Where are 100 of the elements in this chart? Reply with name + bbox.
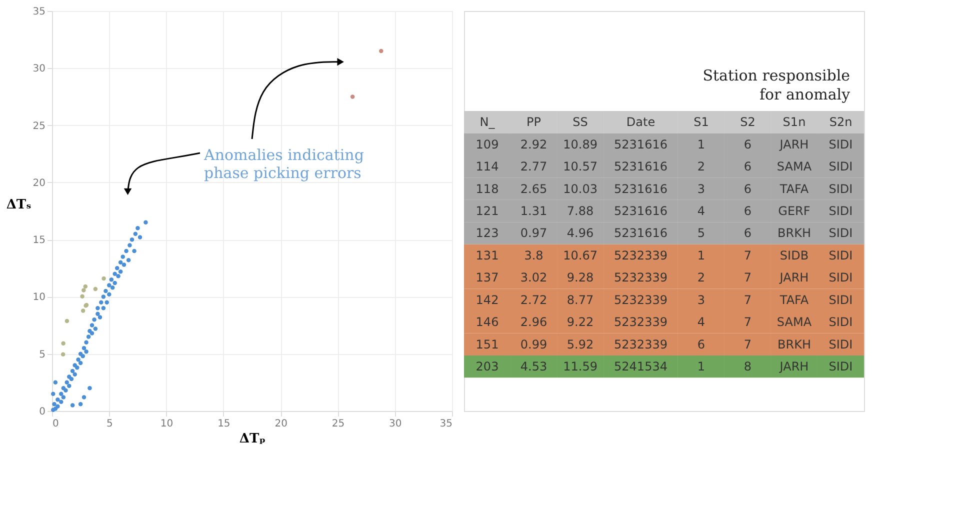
text: 6 [744, 182, 752, 196]
text: SIDI [828, 226, 853, 240]
text: 9.28 [566, 270, 594, 285]
text: 2 [697, 160, 706, 174]
text: 121 [476, 204, 499, 218]
text: 5232339 [614, 292, 668, 307]
y-tick-label: 0 [39, 406, 46, 418]
text: TAFA [780, 292, 809, 307]
text: 0.99 [520, 337, 548, 352]
text: 151 [476, 337, 499, 352]
text: JARH [780, 137, 809, 152]
text: SAMA [776, 315, 812, 330]
y-axis-title: ΔTₛ [6, 198, 32, 212]
x-tick-label: 25 [332, 418, 345, 430]
text: 3 [697, 292, 706, 307]
text: BRKH [778, 337, 811, 352]
text: S2n [829, 115, 852, 130]
point [93, 286, 98, 292]
text: 142 [476, 292, 499, 307]
text: 5232339 [614, 270, 668, 285]
text: SIDI [828, 248, 853, 262]
text: N_ [480, 115, 495, 130]
text: PP [526, 115, 542, 130]
text: 3.02 [520, 270, 548, 285]
text: SS [572, 115, 588, 130]
text: Station responsible for anomaly [702, 66, 851, 104]
text: S1 [694, 115, 709, 130]
text: 2.77 [520, 160, 548, 174]
text: 2.92 [520, 137, 548, 152]
text: 1 [697, 360, 706, 374]
text: 6 [697, 337, 706, 352]
y-tick-label: 20 [32, 178, 46, 189]
x-tick-label: 15 [218, 418, 230, 430]
text: SIDB [780, 248, 809, 262]
text: SIDI [828, 137, 853, 152]
text: 5231616 [614, 137, 668, 152]
text: 5.92 [566, 337, 594, 352]
point [102, 276, 106, 281]
text: 2.65 [520, 182, 548, 196]
text: 8.77 [566, 292, 594, 307]
text: 5232339 [614, 248, 668, 262]
text: 203 [476, 360, 499, 374]
text: 4.53 [520, 360, 548, 374]
text: 5232339 [614, 315, 668, 330]
text: 4 [697, 204, 706, 218]
point [60, 352, 66, 356]
text: 10.03 [563, 182, 598, 196]
text: 1 [697, 137, 706, 152]
text: 5231616 [614, 204, 668, 218]
text: 1 [697, 248, 706, 262]
text: 4 [697, 315, 706, 330]
text: 11.59 [563, 360, 598, 374]
text: 6 [744, 137, 752, 152]
text: 2.96 [520, 315, 548, 330]
text: 2.72 [520, 292, 548, 307]
text: 6 [744, 226, 752, 240]
text: 7 [744, 292, 752, 307]
text: 118 [476, 182, 499, 196]
x-tick-label: 20 [274, 418, 288, 430]
text: 0.97 [520, 226, 548, 240]
text: 10.67 [563, 248, 598, 262]
text: 10.89 [563, 137, 598, 152]
y-tick-label: 35 [32, 6, 46, 18]
y-tick-label: 5 [39, 349, 46, 360]
text: 5231616 [614, 182, 668, 196]
text: 2 [697, 270, 706, 285]
text: 7 [744, 337, 752, 352]
x-axis-title: ΔTₚ [239, 432, 266, 446]
text: 4.96 [566, 226, 594, 240]
point [61, 341, 66, 346]
text: 7.88 [566, 204, 594, 218]
text: 5231616 [614, 160, 668, 174]
point [80, 308, 86, 313]
text: SIDI [828, 270, 853, 285]
text: 3 [697, 182, 706, 196]
text: 5232339 [614, 337, 668, 352]
text: JARH [780, 270, 809, 285]
text: SIDI [828, 292, 853, 307]
text: 9.22 [566, 315, 594, 330]
text: 114 [476, 160, 499, 174]
text: 7 [744, 248, 752, 262]
y-tick-label: 30 [32, 64, 46, 75]
point [80, 294, 84, 298]
text: SIDI [828, 360, 853, 374]
text: 146 [476, 315, 499, 330]
text: 3.8 [524, 248, 544, 262]
text: BRKH [778, 226, 811, 240]
x-tick-label: 5 [106, 418, 113, 430]
text: 5231616 [614, 226, 668, 240]
point [82, 288, 86, 292]
text: JARH [780, 360, 809, 374]
y-tick-label: 15 [32, 235, 46, 246]
y-tick-label: 25 [32, 120, 46, 132]
text: SIDI [828, 315, 853, 330]
x-tick-label: 35 [440, 418, 452, 430]
text: 10.57 [563, 160, 598, 174]
text: 137 [476, 270, 499, 285]
point [350, 94, 355, 99]
text: 131 [476, 248, 499, 262]
text: GERF [778, 204, 810, 218]
